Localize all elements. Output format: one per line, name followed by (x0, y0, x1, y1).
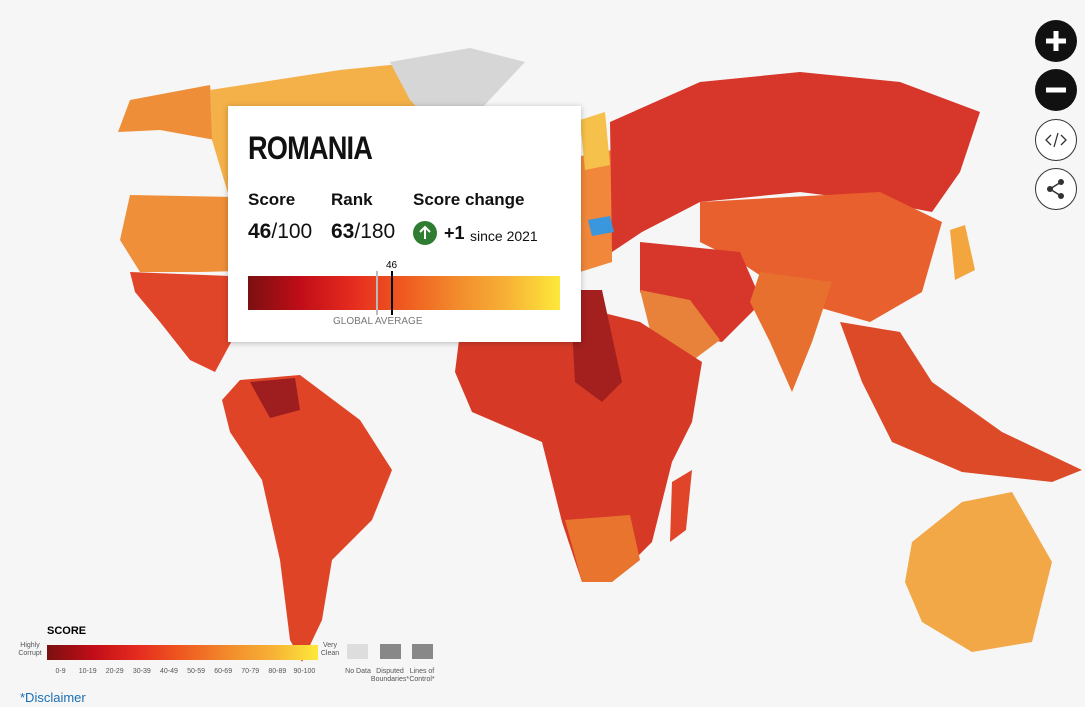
plus-icon (1046, 31, 1066, 51)
change-value: +1 (444, 223, 465, 243)
zoom-out[interactable] (1035, 69, 1077, 111)
legend-bin-label: 80-89 (268, 668, 287, 675)
up-arrow-icon (413, 221, 437, 245)
scandinavia (580, 112, 610, 170)
legend-gradient (47, 645, 318, 660)
legend-bin-label: 40-49 (159, 668, 178, 675)
minus-icon (1046, 87, 1066, 93)
china (700, 192, 942, 322)
score: 46/100 (248, 220, 312, 244)
south-america (222, 375, 392, 662)
disputed-label: Disputed Boundaries* (370, 668, 410, 683)
share-button[interactable] (1035, 168, 1077, 210)
no-data-swatch (347, 644, 368, 659)
legend-bin-label: 90-100 (293, 668, 316, 675)
change-label: Score change (413, 190, 525, 209)
southeast-asia (840, 322, 1082, 482)
tooltip: ROMANIA Score 46/100 Rank 63/180 Score c… (228, 106, 581, 342)
rank: 63/180 (331, 220, 395, 244)
madagascar (670, 470, 692, 542)
legend-bin-label: 0-9 (55, 668, 66, 675)
average-label: GLOBAL AVERAGE (333, 316, 423, 327)
score-max: /100 (271, 220, 313, 243)
score-value: 46 (248, 220, 272, 243)
disclaimer-link[interactable]: *Disclaimer (20, 690, 86, 705)
legend-bin-label: 60-69 (214, 668, 233, 675)
venezuela (250, 378, 300, 418)
legend-bin-label: 20-29 (105, 668, 124, 675)
legend-bin-label: 30-39 (132, 668, 151, 675)
rank-max: /180 (354, 220, 396, 243)
lines-label: Lines of Control* (409, 668, 435, 683)
arabia (640, 290, 720, 370)
change-since: since 2021 (470, 228, 538, 244)
legend-low: Highly Corrupt (18, 642, 42, 657)
legend-bin-label: 50-59 (187, 668, 205, 675)
alaska (118, 85, 215, 140)
score-marker-label: 46 (385, 260, 398, 271)
lines-swatch (412, 644, 433, 659)
disputed-swatch (380, 644, 401, 659)
romania (588, 216, 614, 236)
average-marker (376, 271, 378, 315)
australia (905, 492, 1052, 652)
legend-bin-label: 10-19 (78, 668, 97, 675)
score-scale (248, 276, 560, 310)
africa (455, 302, 702, 582)
zoom-in[interactable] (1035, 20, 1077, 62)
country-name: ROMANIA (248, 130, 373, 166)
japan (950, 225, 975, 280)
score-label: Score (248, 190, 296, 209)
no-data-label: No Data (345, 668, 371, 675)
southern-africa (565, 515, 640, 582)
embed-icon (1045, 132, 1067, 148)
legend-bin-label: 70-79 (241, 668, 260, 675)
rank-value: 63 (331, 220, 355, 243)
share-icon (1047, 179, 1064, 199)
legend-high: Very Clean (320, 642, 340, 657)
legend-title: SCORE (47, 625, 87, 637)
embed-button[interactable] (1035, 119, 1077, 161)
russia (610, 72, 980, 252)
score-marker (390, 271, 393, 315)
sudan (570, 290, 622, 402)
india (750, 272, 832, 392)
rank-label: Rank (331, 190, 373, 209)
